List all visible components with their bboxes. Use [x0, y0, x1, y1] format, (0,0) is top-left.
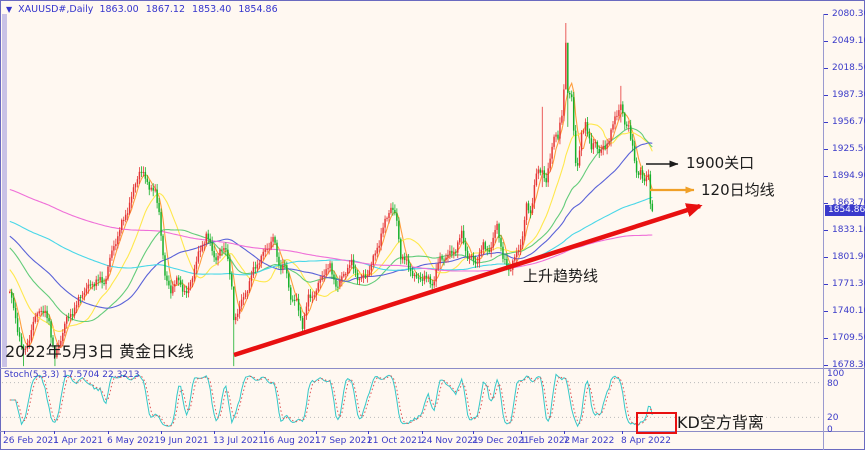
ma-20-line	[9, 123, 653, 332]
price-axis-tick	[824, 14, 828, 15]
price-axis-tick	[824, 203, 828, 205]
price-axis-label: 1863.70	[832, 198, 865, 209]
price-axis-tick	[824, 257, 828, 259]
chart-title-bar: ▼ XAUUSD#,Daily 1863.00 1867.12 1853.40 …	[6, 3, 278, 16]
date-axis-tick	[4, 431, 5, 434]
price-axis-tick	[824, 283, 828, 285]
date-axis-tick	[316, 431, 317, 434]
price-axis-label: 1894.90	[832, 170, 865, 181]
price-axis-label: 1833.10	[832, 224, 865, 235]
date-axis-label: 17 Sep 2021	[315, 436, 373, 446]
kd-divergence-annotation[interactable]: KD空方背离	[677, 413, 764, 432]
candlestick-series[interactable]	[9, 22, 654, 367]
title-low-value: 1853.40	[192, 4, 232, 15]
price-axis-label: 1925.50	[832, 144, 865, 155]
price-axis-label: 1987.30	[832, 90, 865, 101]
price-axis-label: 1801.90	[832, 252, 865, 263]
title-high-value: 1867.12	[145, 4, 186, 15]
price-scale-separator	[823, 14, 824, 450]
title-open-value: 1863.00	[99, 4, 139, 15]
price-axis-tick	[824, 95, 828, 97]
price-axis-label: 2049.10	[832, 36, 865, 47]
date-axis-label: 26 Feb 2021	[3, 436, 60, 446]
stochastic-lines	[9, 373, 653, 428]
date-axis-label: 9 Jun 2021	[160, 436, 209, 446]
stoch-scale-label: 100	[827, 369, 845, 379]
stoch-d-line	[9, 374, 653, 427]
price-axis-tick	[824, 337, 828, 339]
date-axis-label: 16 Aug 2021	[263, 436, 321, 446]
price-axis-label: 1771.30	[832, 278, 865, 289]
left-edge-strip	[2, 14, 7, 367]
price-axis-tick	[824, 311, 828, 313]
price-axis-label: 2080.30	[832, 9, 865, 19]
price-axis-label: 1956.70	[832, 116, 865, 127]
stoch-scale-label: 0	[827, 425, 833, 435]
symbol-timeframe-label: XAUUSD#,Daily	[18, 4, 94, 15]
ma-5-line	[9, 81, 653, 349]
date-axis-tick	[264, 431, 265, 434]
ma-120-line	[9, 196, 653, 276]
date-axis-label: 1 Feb 2022	[520, 436, 571, 446]
date-axis-label: 7 Mar 2022	[563, 436, 615, 446]
uptrend-arrow[interactable]	[233, 203, 703, 358]
date-axis-label: 6 May 2021	[107, 436, 160, 446]
ma-40-line	[9, 127, 653, 323]
stoch-scale-label: 20	[827, 413, 839, 424]
resistance-1900-annotation[interactable]: 1900关口	[686, 154, 755, 172]
kd-divergence-box[interactable]	[636, 412, 677, 434]
price-axis-tick	[824, 175, 828, 177]
chart-menu-arrow-icon[interactable]: ▼	[6, 5, 13, 14]
price-axis-label: 1678.30	[832, 359, 865, 370]
moving-average-lines	[9, 81, 653, 349]
date-axis-tick	[161, 431, 162, 434]
date-axis-tick	[54, 431, 55, 434]
price-axis-tick	[824, 41, 828, 43]
date-axis-label: 24 Nov 2021	[421, 436, 479, 446]
date-axis-label: 21 Oct 2021	[367, 436, 423, 446]
price-axis-tick	[824, 67, 828, 69]
stoch-gridlines	[2, 382, 822, 418]
price-axis-label: 1740.10	[832, 306, 865, 317]
price-axis-tick	[824, 229, 828, 231]
subwindow-dateaxis-separator[interactable]	[0, 431, 865, 432]
uptrend-line-annotation[interactable]: 上升趋势线	[523, 267, 599, 285]
price-axis-tick	[824, 121, 828, 123]
price-axis-label: 2018.50	[832, 62, 865, 73]
main-subwindow-separator[interactable]	[0, 368, 865, 369]
stoch-indicator-label: Stoch(5,3,3) 17.5704 22.3213	[4, 370, 140, 380]
ma-250-line	[9, 188, 653, 272]
drawn-objects-layer[interactable]	[233, 160, 703, 358]
date-axis-tick	[521, 431, 522, 434]
date-axis-tick	[108, 431, 109, 434]
date-axis-tick	[214, 431, 215, 434]
stoch-scale-label: 80	[827, 378, 839, 389]
date-axis-tick	[564, 431, 565, 434]
current-price-tag: 1854.86	[825, 204, 865, 216]
price-axis-tick	[824, 149, 828, 151]
price-axis-label: 1709.50	[832, 332, 865, 343]
date-axis-tick	[422, 431, 423, 434]
price-axis-tick	[824, 364, 828, 366]
ma120-annotation[interactable]: 120日均线	[701, 181, 775, 199]
date-axis-label: 13 Jul 2021	[213, 436, 264, 446]
date-caption-annotation: 2022年5月3日 黄金日K线	[5, 342, 194, 361]
date-axis-tick	[368, 431, 369, 434]
ma-60-line	[9, 142, 653, 309]
date-axis-label: 1 Apr 2021	[53, 436, 103, 446]
date-axis-label: 29 Dec 2021	[472, 436, 530, 446]
date-axis-label: 8 Apr 2022	[621, 436, 671, 446]
title-close-value: 1854.86	[238, 4, 278, 15]
date-axis-tick	[622, 431, 623, 434]
date-axis-tick	[473, 431, 474, 434]
chart-plot-area[interactable]	[8, 16, 820, 366]
